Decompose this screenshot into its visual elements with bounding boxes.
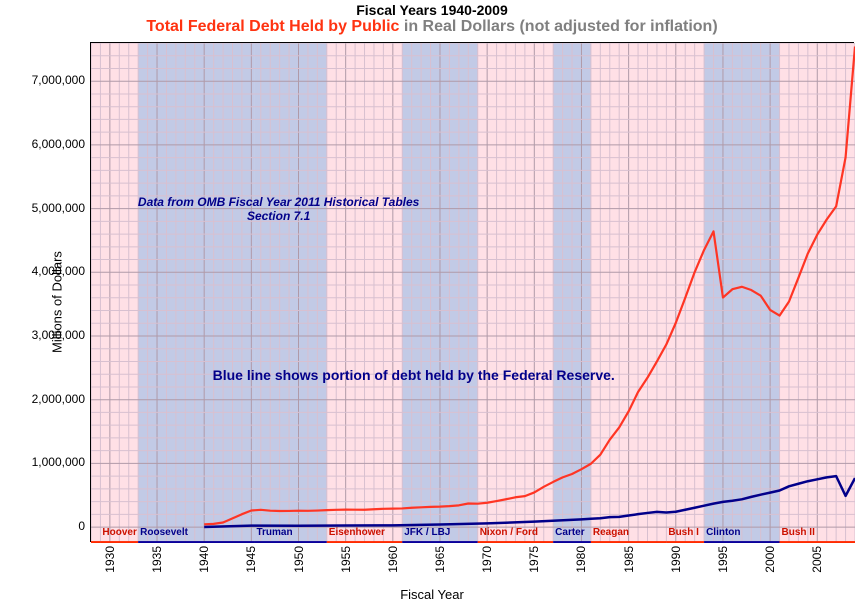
presidency-label: Carter (555, 527, 584, 538)
main-title: Total Federal Debt Held by Public in Rea… (0, 18, 864, 36)
y-tick-label: 5,000,000 (15, 201, 85, 215)
x-tick-label: 1990 (669, 546, 683, 573)
x-tick-label: 1940 (197, 546, 211, 573)
x-axis-label: Fiscal Year (0, 587, 864, 602)
presidency-label: Nixon / Ford (480, 527, 538, 538)
title-gray-part: in Real Dollars (not adjusted for inflat… (399, 18, 717, 35)
x-tick-label: 1935 (150, 546, 164, 573)
presidency-label: Truman (256, 527, 292, 538)
y-tick-label: 3,000,000 (15, 328, 85, 342)
presidency-label: Bush I (668, 527, 699, 538)
title-red-part: Total Federal Debt Held by Public (146, 18, 399, 35)
presidency-bar-segment (780, 541, 855, 543)
x-tick-label: 1980 (574, 546, 588, 573)
presidency-bar-segment (704, 541, 779, 543)
presidency-bar-segment (254, 541, 326, 543)
y-tick-label: 4,000,000 (15, 264, 85, 278)
presidency-label: Reagan (593, 527, 629, 538)
y-tick-label: 2,000,000 (15, 392, 85, 406)
x-tick-label: 2000 (763, 546, 777, 573)
chart-container: Fiscal Years 1940-2009 Total Federal Deb… (0, 0, 864, 604)
presidency-bar-segment (327, 541, 402, 543)
presidency-label: Roosevelt (140, 527, 188, 538)
plot-area (90, 42, 854, 542)
presidency-bar-segment (402, 541, 477, 543)
x-tick-label: 1945 (244, 546, 258, 573)
y-tick-label: 1,000,000 (15, 455, 85, 469)
presidency-label: JFK / LBJ (404, 527, 450, 538)
presidency-band (138, 43, 254, 543)
presidency-label: Clinton (706, 527, 740, 538)
x-tick-label: 1960 (386, 546, 400, 573)
presidency-bar-segment (553, 541, 591, 543)
data-source-note: Data from OMB Fiscal Year 2011 Historica… (129, 195, 429, 223)
presidency-bar-segment (478, 541, 553, 543)
x-tick-label: 1985 (622, 546, 636, 573)
x-tick-label: 1995 (716, 546, 730, 573)
presidency-label: Eisenhower (329, 527, 385, 538)
presidency-label: Bush II (782, 527, 815, 538)
x-tick-label: 1955 (339, 546, 353, 573)
x-tick-label: 1970 (480, 546, 494, 573)
x-tick-label: 2005 (810, 546, 824, 573)
presidency-band (254, 43, 326, 543)
y-tick-label: 6,000,000 (15, 137, 85, 151)
x-tick-label: 1965 (433, 546, 447, 573)
presidency-label: Hoover (102, 527, 136, 538)
y-tick-label: 7,000,000 (15, 73, 85, 87)
x-tick-label: 1975 (527, 546, 541, 573)
y-tick-label: 0 (15, 519, 85, 533)
supertitle: Fiscal Years 1940-2009 (0, 2, 864, 18)
presidency-bar-segment (591, 541, 666, 543)
x-tick-label: 1930 (103, 546, 117, 573)
blue-line-note: Blue line shows portion of debt held by … (213, 367, 615, 383)
presidency-bar-segment (138, 541, 254, 543)
x-tick-label: 1950 (292, 546, 306, 573)
presidency-bar-segment (666, 541, 704, 543)
presidency-bar-segment (100, 541, 138, 543)
